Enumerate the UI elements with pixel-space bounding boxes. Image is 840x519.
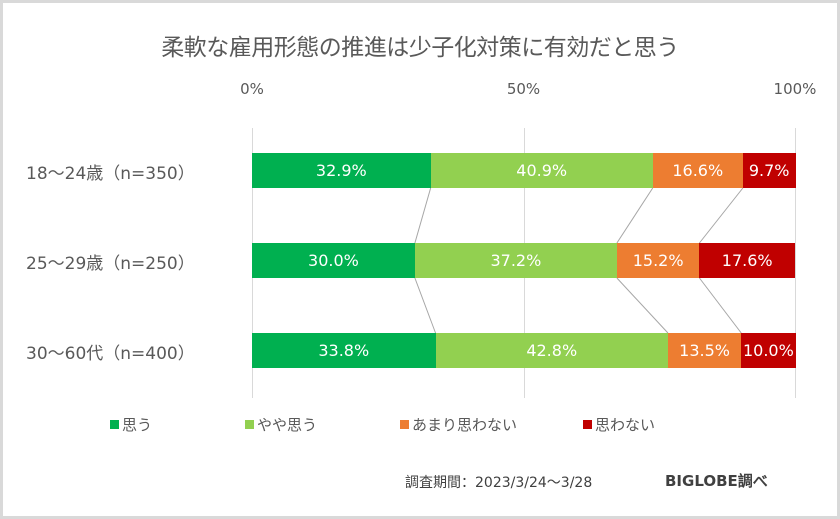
- data-label: 15.2%: [632, 251, 684, 270]
- bar-segment: 10.0%: [741, 333, 796, 368]
- legend-item: 思う: [110, 414, 152, 435]
- data-label: 9.7%: [748, 161, 790, 180]
- bar-segment: 33.8%: [252, 333, 436, 368]
- data-label: 40.9%: [516, 161, 568, 180]
- bar-segment: 9.7%: [742, 153, 796, 188]
- data-label: 16.6%: [672, 161, 724, 180]
- data-label: 30.0%: [308, 251, 359, 270]
- bar-segment: 13.5%: [667, 333, 742, 368]
- legend-label: 思う: [122, 416, 153, 434]
- legend-swatch: [400, 420, 409, 429]
- brand-credit: BIGLOBE調べ: [665, 472, 768, 490]
- survey-period: 調査期間：2023/3/24～3/28: [405, 475, 593, 491]
- data-label: 42.8%: [526, 341, 578, 360]
- bar-segment: 30.0%: [252, 243, 415, 278]
- legend-swatch: [110, 420, 119, 429]
- legend-swatch: [583, 420, 592, 429]
- x-tick-label: 100%: [773, 80, 817, 98]
- x-tick-label: 0%: [240, 80, 264, 98]
- legend-item: あまり思わない: [400, 414, 517, 435]
- bar-segment: 15.2%: [616, 243, 700, 278]
- bar-segment: 42.8%: [435, 333, 668, 368]
- category-label: 25～29歳（n=250）: [26, 254, 195, 274]
- data-label: 33.8%: [318, 341, 370, 360]
- legend-swatch: [245, 420, 254, 429]
- chart-title: 柔軟な雇用形態の推進は少子化対策に有効だと思う: [161, 35, 679, 61]
- x-tick-label: 50%: [506, 80, 541, 98]
- category-label: 30～60代（n=400）: [26, 344, 195, 364]
- legend-label: あまり思わない: [412, 416, 518, 434]
- gridline: [795, 128, 796, 398]
- category-label: 18～24歳（n=350）: [26, 164, 195, 184]
- bar-segment: 37.2%: [414, 243, 617, 278]
- bar-segment: 32.9%: [252, 153, 431, 188]
- bar-segment: 16.6%: [652, 153, 743, 188]
- data-label: 10.0%: [742, 341, 794, 360]
- data-label: 37.2%: [490, 251, 542, 270]
- legend-item: やや思う: [245, 414, 317, 435]
- legend-item: 思わない: [583, 414, 655, 435]
- data-label: 32.9%: [315, 161, 367, 180]
- data-label: 17.6%: [721, 251, 773, 270]
- data-label: 13.5%: [679, 341, 730, 360]
- bar-segment: 17.6%: [699, 243, 795, 278]
- legend-label: やや思う: [257, 416, 318, 434]
- bar-segment: 40.9%: [430, 153, 653, 188]
- legend-label: 思わない: [595, 416, 656, 434]
